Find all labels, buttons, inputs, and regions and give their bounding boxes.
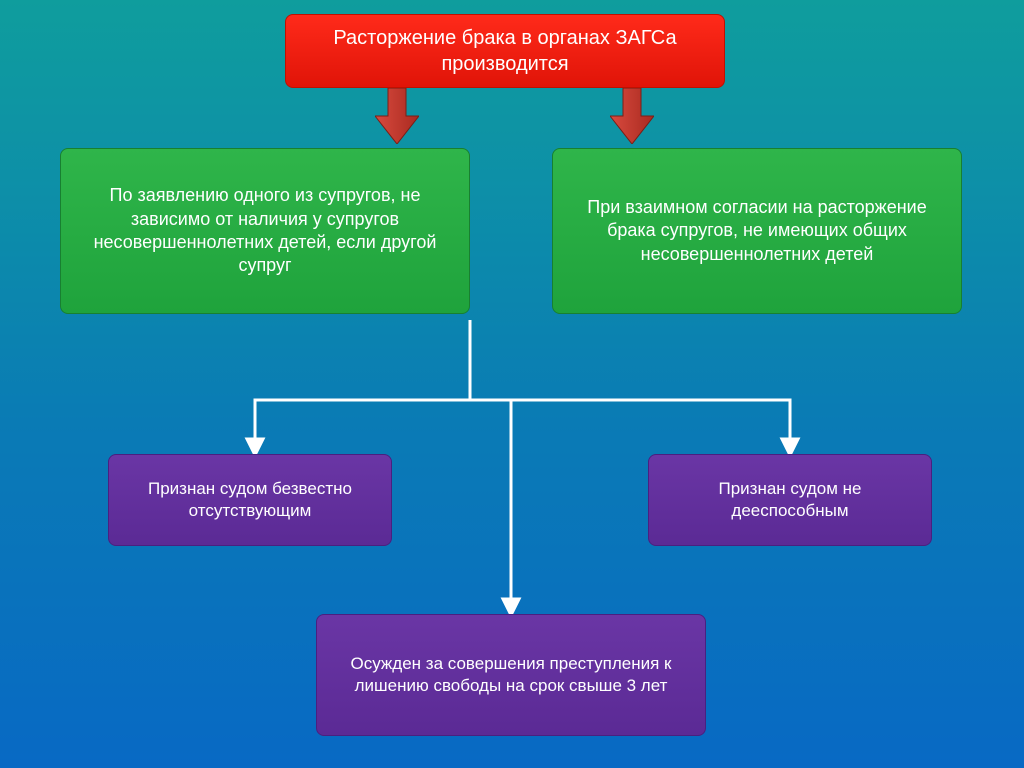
outcome-left-box: Признан судом безвестно отсутствующим [108, 454, 392, 546]
outcome-left-text: Признан судом безвестно отсутствующим [121, 478, 379, 522]
branch-left-box: По заявлению одного из супругов, не зави… [60, 148, 470, 314]
branch-right-box: При взаимном согласии на расторжение бра… [552, 148, 962, 314]
outcome-bottom-box: Осужден за совершения преступления к лиш… [316, 614, 706, 736]
outcome-right-box: Признан судом не дееспособным [648, 454, 932, 546]
outcome-bottom-text: Осужден за совершения преступления к лиш… [329, 653, 693, 697]
title-text: Расторжение брака в органах ЗАГСа произв… [298, 25, 712, 77]
branch-right-text: При взаимном согласии на расторжение бра… [565, 196, 949, 266]
arrow-down-left-icon [375, 88, 419, 144]
branch-left-text: По заявлению одного из супругов, не зави… [73, 184, 457, 278]
outcome-right-text: Признан судом не дееспособным [661, 478, 919, 522]
arrow-down-right-icon [610, 88, 654, 144]
title-box: Расторжение брака в органах ЗАГСа произв… [285, 14, 725, 88]
